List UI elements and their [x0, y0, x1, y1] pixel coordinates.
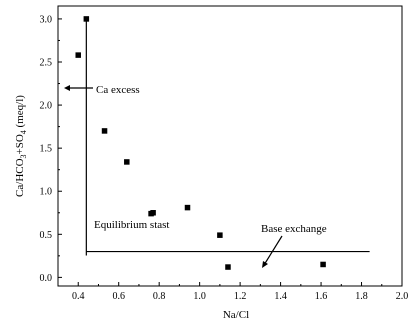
y-tick-label: 0.5 — [40, 230, 53, 241]
annotation-ca-excess: Ca excess — [96, 84, 140, 96]
x-tick-label: 1.4 — [274, 291, 287, 302]
plot-area — [57, 5, 403, 287]
y-axis-title-subscript-1: 3 — [19, 154, 28, 158]
guide-lines — [64, 18, 370, 268]
data-point — [75, 52, 81, 58]
annotation-base-exchange: Base exchange — [261, 223, 327, 235]
x-tick-label: 0.4 — [72, 291, 85, 302]
x-tick-label: 0.6 — [112, 291, 125, 302]
x-tick-label: 1.2 — [234, 291, 247, 302]
y-tick-label: 3.0 — [40, 14, 53, 25]
y-tick-label: 0.0 — [40, 273, 53, 284]
data-point — [217, 232, 223, 238]
data-point — [320, 261, 326, 268]
data-point — [225, 264, 231, 270]
x-axis-ticks: 0.4 0.6 0.8 1.0 1.2 1.4 1.6 1.8 2.0 — [72, 282, 408, 302]
plot-frame — [57, 5, 403, 287]
data-point — [184, 204, 191, 211]
y-tick-label: 2.5 — [40, 58, 53, 69]
y-tick-label: 1.0 — [40, 187, 53, 198]
x-tick-label: 1.0 — [193, 291, 206, 302]
x-axis-title: Na/Cl — [223, 309, 249, 321]
ca-excess-arrowhead — [64, 85, 70, 91]
x-tick-label: 0.8 — [153, 291, 166, 302]
data-points — [75, 16, 326, 270]
y-axis-title-part-2: +SO — [14, 134, 26, 154]
x-tick-label: 1.6 — [315, 291, 328, 302]
x-tick-label: 2.0 — [396, 291, 409, 302]
base-exchange-arrowhead — [262, 261, 268, 268]
x-tick-label: 1.8 — [355, 291, 368, 302]
data-point — [150, 210, 156, 216]
y-axis-ticks: 0.0 0.5 1.0 1.5 2.0 2.5 3.0 — [40, 14, 62, 284]
y-axis-title-part-3: (meq/l) — [14, 95, 26, 130]
y-tick-label: 1.5 — [40, 144, 53, 155]
y-axis-title-subscript-2: 4 — [19, 130, 28, 134]
data-point — [101, 128, 108, 134]
base-exchange-arrow-line — [263, 235, 283, 266]
annotation-equilibrium: Equilibrium stast — [94, 219, 169, 231]
data-point — [83, 16, 90, 22]
y-tick-label: 2.0 — [40, 101, 53, 112]
y-axis-title-part-1: Ca/HCO — [14, 158, 26, 197]
y-axis-title: Ca/HCO3+SO4 (meq/l) — [14, 95, 28, 197]
data-point — [124, 159, 130, 165]
